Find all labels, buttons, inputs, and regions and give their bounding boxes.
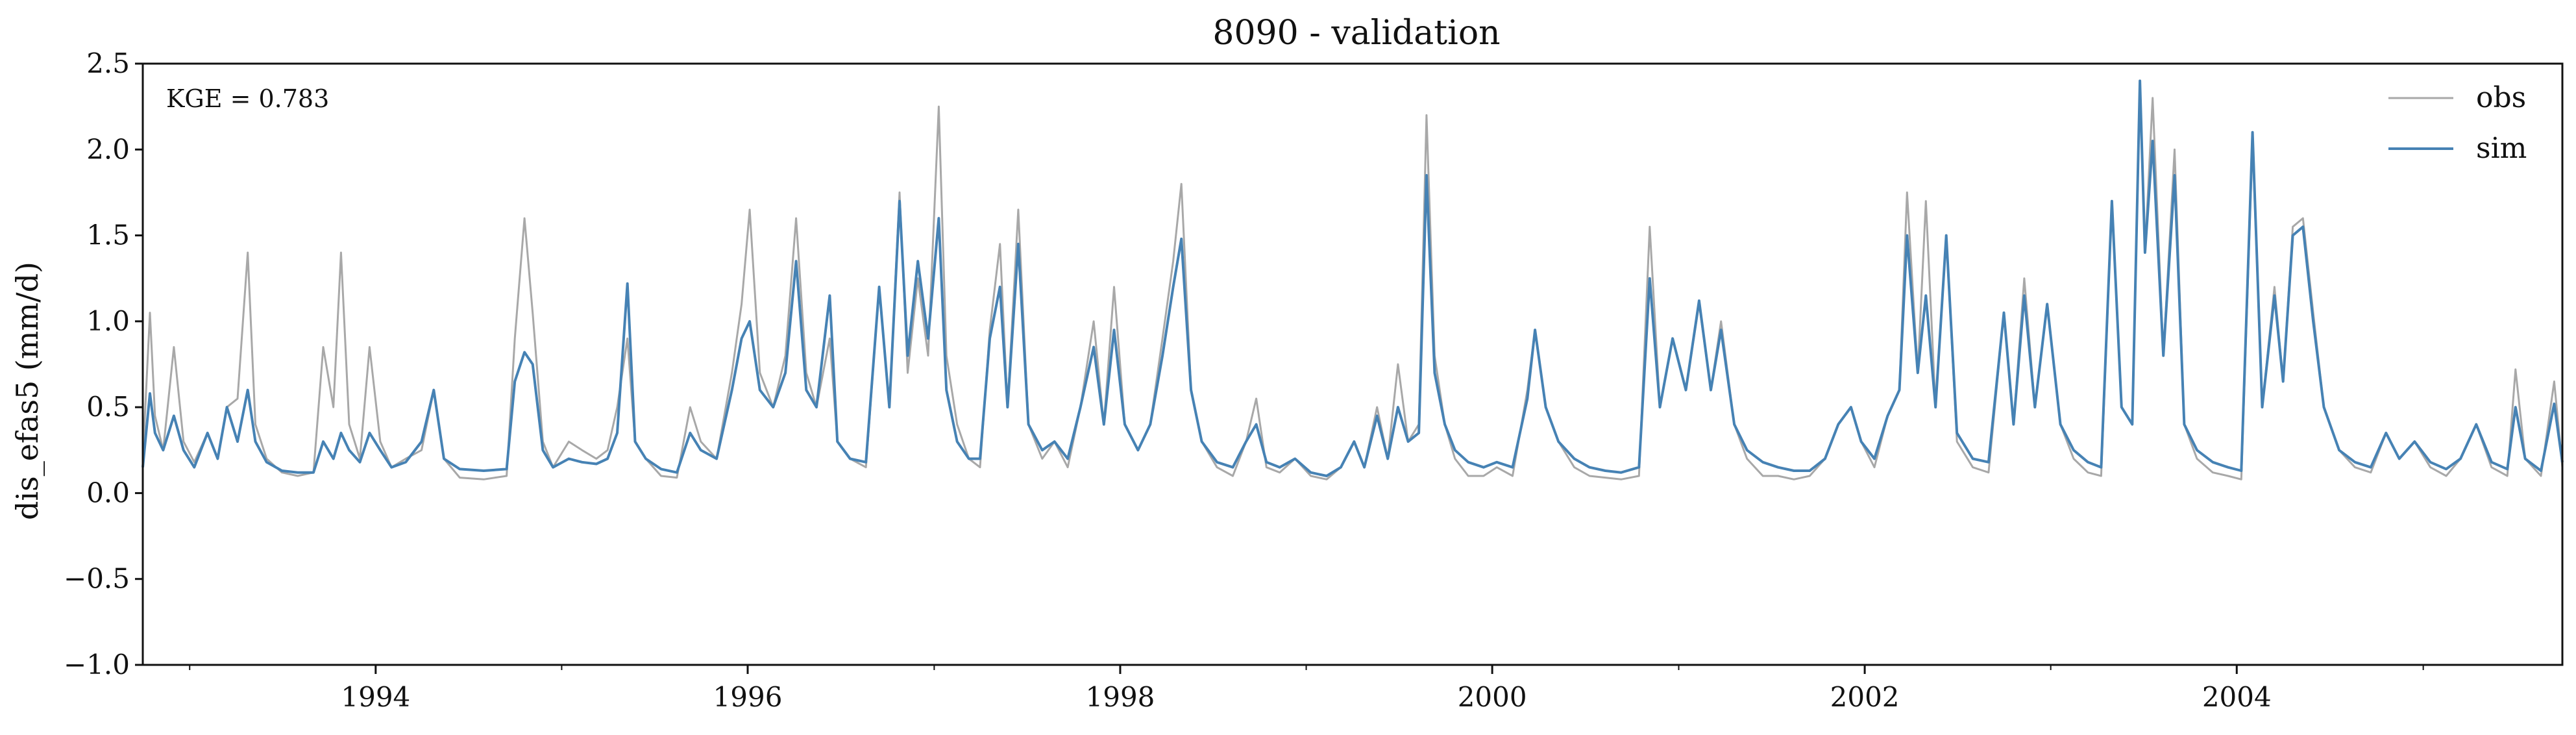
- y-tick-label: 0.0: [86, 477, 130, 508]
- series-layer: [141, 79, 2564, 480]
- plot-frame: [141, 62, 2564, 666]
- series-sim: [141, 79, 2564, 477]
- x-tick-label: 2002: [1830, 681, 1900, 713]
- series-line-obs: [141, 88, 2564, 480]
- y-tick-label: −0.5: [64, 563, 130, 595]
- kge-annotation: KGE = 0.783: [166, 84, 329, 113]
- legend-label-sim: sim: [2476, 132, 2527, 165]
- series-obs: [141, 88, 2564, 480]
- x-tick-label: 2000: [1458, 681, 1527, 713]
- y-axis-label: dis_efas5 (mm/d): [10, 262, 45, 520]
- y-tick-label: 0.5: [86, 391, 130, 423]
- x-tick-label: 1996: [713, 681, 783, 713]
- y-tick-label: 2.5: [86, 47, 130, 79]
- x-tick-label: 1998: [1086, 681, 1155, 713]
- axes-layer: −1.0 −0.5 0.0 0.5 1.0 1.5 2.0 2.5 1994 1996 1998 20…: [64, 47, 2424, 713]
- x-tick-label: 1994: [341, 681, 410, 713]
- y-tick-label: 1.5: [86, 219, 130, 251]
- legend: obs sim: [2388, 81, 2527, 165]
- y-tick-label: 2.0: [86, 133, 130, 165]
- x-tick-label: 2004: [2202, 681, 2272, 713]
- series-line-sim: [141, 79, 2564, 477]
- legend-label-obs: obs: [2476, 81, 2526, 114]
- y-tick-label: −1.0: [64, 649, 130, 680]
- y-tick-label: 1.0: [86, 305, 130, 337]
- chart-title: 8090 - validation: [1212, 14, 1500, 53]
